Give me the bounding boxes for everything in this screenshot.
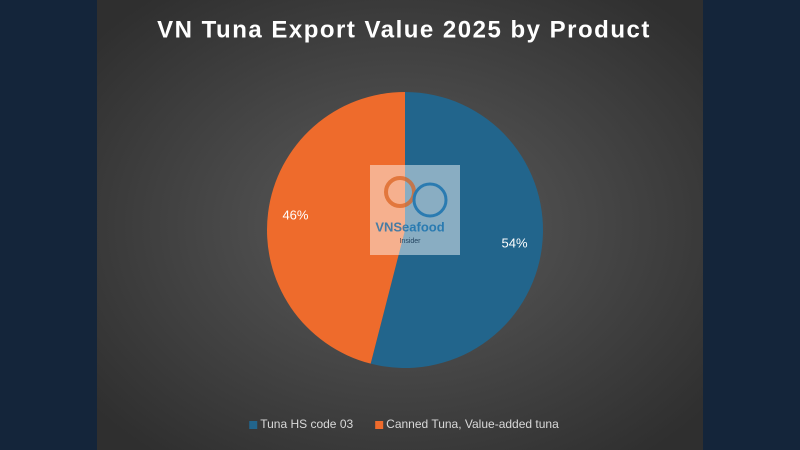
data-label: 54% [502,235,528,250]
watermark: VNSeafood Insider [370,165,460,255]
watermark-brand: VNSeafood [375,219,444,234]
data-label: 46% [282,208,308,223]
legend: Tuna HS code 03 Canned Tuna, Value-added … [249,417,559,431]
pie-slice [370,92,543,368]
watermark-logo [384,176,416,208]
pie: 54% 46% [266,92,543,368]
legend-swatch [375,421,384,429]
watermark-box [370,165,460,255]
legend-swatch [249,421,258,429]
watermark-logo [412,182,448,218]
legend-label: Canned Tuna, Value-added tuna [386,417,559,431]
watermark-tagline: Insider [399,238,421,245]
legend-label: Tuna HS code 03 [260,417,353,431]
chart-title: VN Tuna Export Value 2025 by Product [157,16,651,43]
pie-slice [266,92,405,364]
